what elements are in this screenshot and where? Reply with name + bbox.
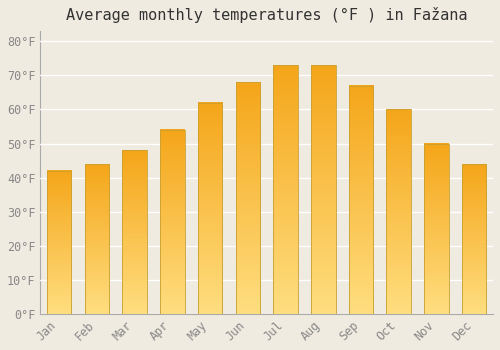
Title: Average monthly temperatures (°F ) in Fažana: Average monthly temperatures (°F ) in Fa… [66,7,468,23]
